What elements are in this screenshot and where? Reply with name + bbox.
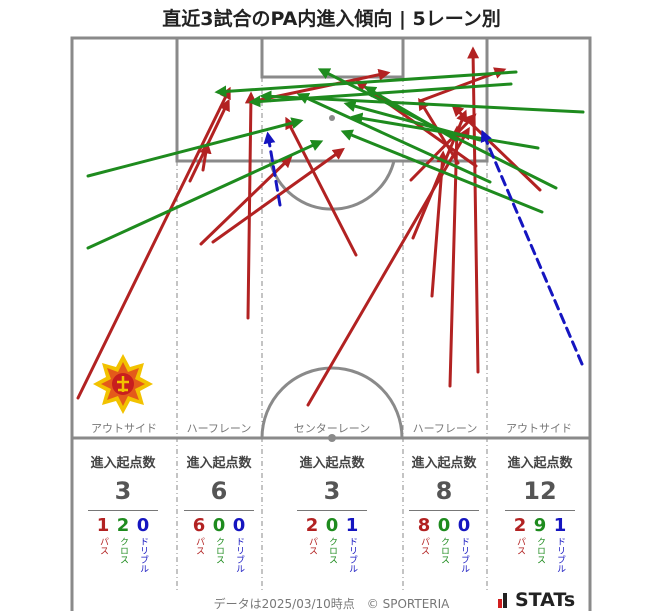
stat-col-right-half: 進入起点数 8 8 パス 0 クロス 0 ドリブル [400,452,488,573]
cross-label: クロス [535,537,545,564]
stat-breakdown: 8 パス 0 クロス 0 ドリブル [400,515,488,574]
stat-col-left-half: 進入起点数 6 6 パス 0 クロス 0 ドリブル [175,452,263,573]
stat-breakdown: 6 パス 0 クロス 0 ドリブル [175,515,263,574]
cross-arrow [86,117,304,178]
pass-arrow [199,155,293,246]
pass-arrow [285,116,358,257]
dribble-label: ドリブル [234,537,244,573]
pass-arrow [451,104,542,192]
pass-label: パス [515,537,525,555]
dribble-label: ドリブル [347,537,357,573]
lane-label-left-outside: アウトサイド [91,422,157,435]
goal-area [260,36,405,79]
pass-arrow [199,141,212,172]
stat-breakdown: 1 パス 2 クロス 0 ドリブル [79,515,167,574]
pass-label: パス [98,537,108,555]
lane-label-right-outside: アウトサイド [506,422,572,435]
cross-count: 0 [212,515,226,536]
arrows-layer [76,46,585,407]
lane-label-left-half: ハーフレーン [187,422,252,435]
brand-mark-icon [498,592,511,608]
cross-arrow [296,93,492,184]
penalty-arc [268,160,396,211]
stat-total: 12 [523,477,557,505]
pass-count: 6 [192,515,206,536]
pass-count: 2 [513,515,527,536]
crest [93,354,153,414]
stat-total: 3 [114,477,132,505]
stat-col-left-outside: 進入起点数 3 1 パス 2 クロス 0 ドリブル [79,452,167,573]
cross-label: クロス [214,537,224,564]
cross-arrow [363,86,458,142]
cross-count: 9 [533,515,547,536]
stat-col-center: 進入起点数 3 2 パス 0 クロス 1 ドリブル [288,452,376,573]
divider [297,510,367,511]
brand-name: STATs [515,589,576,611]
pass-arrow [409,113,477,182]
stat-total: 3 [323,477,341,505]
brand-logo: STATs [498,589,575,611]
dribble-label: ドリブル [555,537,565,573]
dribble-count: 0 [136,515,150,536]
stat-total: 6 [210,477,228,505]
cross-label: クロス [118,537,128,564]
cross-label: クロス [327,537,337,564]
stat-breakdown: 2 パス 9 クロス 1 ドリブル [496,515,584,574]
divider [505,510,575,511]
stat-breakdown: 2 パス 0 クロス 1 ドリブル [288,515,376,574]
dribble-arrow [480,129,584,366]
center-spot [328,434,336,442]
divider [184,510,254,511]
cross-arrow [259,90,585,114]
dribble-count: 0 [457,515,471,536]
footer-note: データは2025/03/10時点 © SPORTERIA [213,597,450,611]
stat-total: 8 [435,477,453,505]
dribble-count: 1 [345,515,359,536]
cross-arrow [86,140,324,250]
cross-count: 2 [116,515,130,536]
pass-count: 2 [305,515,319,536]
pass-arrow [244,91,257,320]
lane-dividers [176,77,488,592]
stat-header: 進入起点数 [411,456,477,471]
dribble-label: ドリブル [138,537,148,573]
pass-arrow [467,46,480,374]
lane-label-center: センターレーン [294,422,370,435]
pass-arrow [430,150,449,298]
cross-arrow [340,129,544,214]
cross-count: 0 [437,515,451,536]
stat-header: 進入起点数 [299,456,365,471]
dribble-count: 1 [553,515,567,536]
pass-arrow [76,86,231,400]
cross-arrow [343,100,482,142]
cross-arrow [214,70,518,98]
pass-label: パス [194,537,204,555]
pass-label: パス [419,537,429,555]
dribble-count: 0 [232,515,246,536]
pass-count: 1 [96,515,110,536]
divider [88,510,158,511]
pass-count: 8 [417,515,431,536]
stat-col-right-outside: 進入起点数 12 2 パス 9 クロス 1 ドリブル [496,452,584,573]
cross-label: クロス [439,537,449,564]
page-title: 直近3試合のPA内進入傾向 | 5レーン別 [162,8,501,30]
stat-header: 進入起点数 [186,456,252,471]
penalty-spot [329,115,335,121]
pass-arrow [448,125,463,388]
crest-symbol [117,376,129,392]
dribble-arrow [263,131,282,207]
cross-count: 0 [325,515,339,536]
stat-header: 進入起点数 [507,456,573,471]
dribble-label: ドリブル [459,537,469,573]
stat-header: 進入起点数 [90,456,156,471]
center-circle [260,366,404,439]
divider [409,510,479,511]
pass-label: パス [307,537,317,555]
lane-label-right-half: ハーフレーン [413,422,478,435]
